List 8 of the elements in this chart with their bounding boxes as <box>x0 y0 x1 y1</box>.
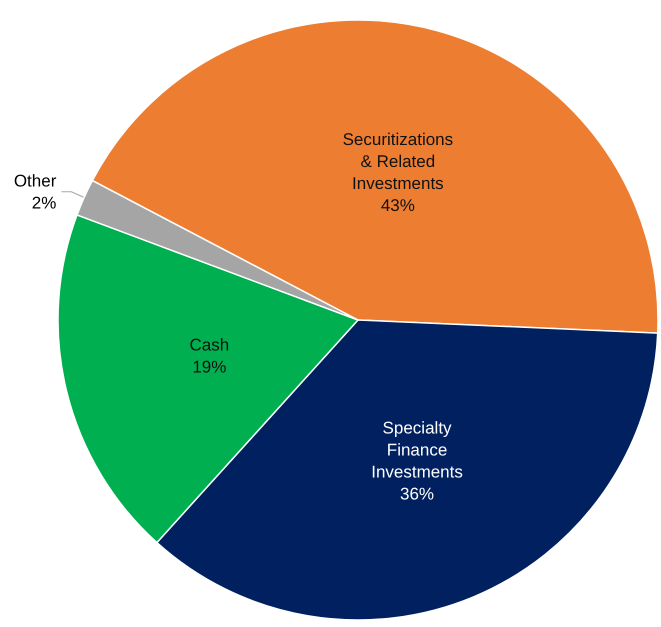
data-label: 19% <box>192 358 226 377</box>
slice-label: Specialty Finance Investments <box>371 418 463 482</box>
data-label: 36% <box>400 484 434 504</box>
data-label: 2% <box>32 193 56 212</box>
slice-label: Other <box>14 171 57 190</box>
slice-label: Cash <box>190 336 230 355</box>
data-label: 43% <box>380 196 415 215</box>
slice-label: Securitizations & Related Investments <box>342 130 454 193</box>
